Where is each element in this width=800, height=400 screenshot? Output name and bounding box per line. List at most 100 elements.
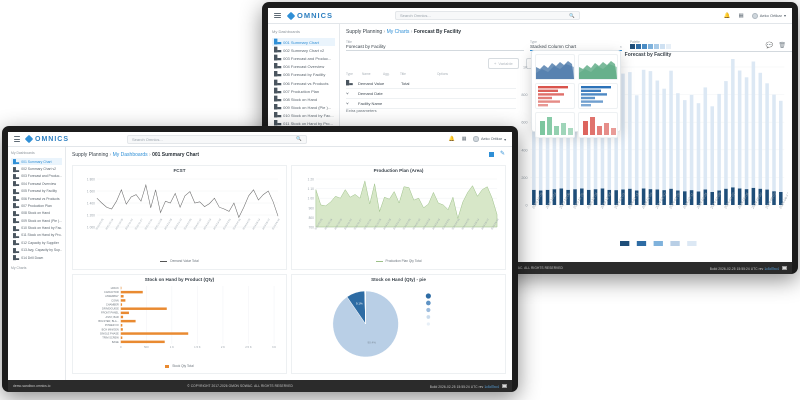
svg-text:1K: 1K (523, 65, 528, 69)
palette-swatch-7[interactable] (666, 44, 671, 49)
palette-swatch-5[interactable] (654, 44, 659, 49)
palette-swatch-6[interactable] (660, 44, 665, 49)
sidebar-item-5[interactable]: █▃ 005 Forecast by Facility (272, 71, 335, 79)
sidebar-item-3[interactable]: █▃ 003 Forecast and Produc... (11, 173, 62, 180)
sidebar-item-11[interactable]: █▃ 011 Stock on Hand by Pro... (11, 232, 62, 239)
footer-build-link[interactable]: 1c5d7bc4 (764, 266, 779, 271)
dashboard-window[interactable]: OMNICS Search Omnics... 🔍 🔔 ▦ Aeko Ortik… (2, 126, 518, 392)
search-icon[interactable]: 🔍 (296, 136, 302, 141)
sidebar-item-6[interactable]: █▃ 006 Forecast vs Products (11, 195, 62, 202)
sidebar-item-9[interactable]: █▃ 009 Stock on Hand (Pie )... (272, 104, 335, 112)
sidebar-item-10[interactable]: █▃ 010 Stock on Hand by Fac... (11, 224, 62, 231)
palette-swatch-1[interactable] (630, 44, 635, 49)
brand[interactable]: OMNICS (24, 134, 69, 144)
footer-build-link[interactable]: 1c5d7bc4 (484, 384, 499, 389)
fullscreen-square-icon[interactable] (488, 152, 494, 157)
variable-row[interactable]: ⑂ Facility Name (346, 99, 516, 109)
pencil-edit-icon[interactable]: ✎ (499, 151, 505, 157)
chevron-down-icon[interactable]: ▾ (504, 137, 506, 142)
delete-icon[interactable]: 🗑 (778, 43, 786, 49)
sidebar-item-3[interactable]: █▃ 003 Forecast and Produc... (272, 54, 335, 62)
add-variable-button[interactable]: + Variable (488, 58, 519, 69)
user-avatar-icon[interactable] (751, 12, 758, 19)
sidebar-item-2[interactable]: █▃ 002 Summary Chart v2 (272, 46, 335, 54)
sidebar-item-11[interactable]: █▃ 011 Stock on Hand by Pro... (272, 120, 335, 128)
column-chart-option[interactable] (535, 112, 575, 138)
sidebar-item-12[interactable]: █▃012 Capacity by Supplier (11, 239, 62, 246)
sidebar-item-label: 010 Stock on Hand by Fac... (283, 113, 334, 119)
apps-grid-icon[interactable]: ▦ (461, 136, 467, 142)
palette-field[interactable]: Palette × (630, 40, 792, 52)
variable-name: Demand Value (358, 80, 385, 86)
breadcrumb-link[interactable]: My Dashboards (112, 152, 148, 158)
user-avatar-icon[interactable] (473, 136, 479, 142)
sidebar-item-1[interactable]: █▃ 001 Summary Chart (11, 158, 62, 166)
chart-title: Stock on Hand (Qty) - pie (371, 277, 426, 282)
clear-x-icon[interactable]: × (619, 44, 622, 49)
sidebar-heading: My Dashboards (11, 151, 35, 155)
palette-swatch-4[interactable] (648, 44, 653, 49)
sidebar-item-4[interactable]: █▃ 004 Forecast Overview (11, 180, 62, 187)
svg-text:2024-06-10: 2024-06-10 (271, 218, 281, 231)
sidebar-item-7[interactable]: █▃ 007 Production Plan (272, 87, 335, 95)
stacked-bar-chart-option[interactable] (578, 83, 618, 109)
hamburger-icon[interactable] (274, 12, 281, 19)
horizontal-bar-chart-option[interactable] (535, 83, 575, 109)
sidebar-item-4[interactable]: █▃ 004 Forecast Overview (272, 63, 335, 71)
title-field[interactable]: Title Forecast by Facility (346, 40, 524, 51)
sidebar-item-5[interactable]: █▃ 005 Forecast by Facility (11, 188, 62, 195)
search-input[interactable]: Search Omnics... 🔍 (127, 134, 307, 144)
extra-parameters-link[interactable]: Extra parameters (346, 108, 377, 113)
bell-icon[interactable]: 🔔 (723, 12, 731, 19)
multi-area-chart-option[interactable] (578, 54, 618, 80)
breadcrumb-separator-2: › (149, 152, 151, 158)
search-placeholder: Search Omnics... (400, 13, 431, 18)
footer-copyright: © COPYRIGHT 2017-2026 OMON SOWAC. ALL RI… (187, 384, 293, 388)
breadcrumb-link[interactable]: My Charts (386, 29, 410, 35)
svg-text:500: 500 (144, 345, 149, 349)
display-icon[interactable] (501, 383, 507, 388)
comment-icon[interactable]: 💬 (765, 43, 774, 49)
sidebar-item-10[interactable]: █▃ 010 Stock on Hand by Fac... (272, 112, 335, 120)
col-header-options: Options (437, 72, 448, 76)
sidebar-item-label: 009 Stock on Hand (Pie )... (21, 218, 62, 223)
app-topbar: OMNICS Search Omnics... 🔍 🔔 ▦ Aeko Ortik… (268, 8, 792, 24)
footer-host[interactable]: demo.sandbox.omnics.io (13, 384, 51, 388)
chart-type-popup[interactable] (531, 50, 621, 138)
sidebar-item-8[interactable]: █▃ 008 Stock on Hand (272, 95, 335, 103)
sidebar-item-14[interactable]: █▃014 Drill Down (11, 254, 62, 261)
sidebar-item-7[interactable]: █▃ 007 Production Plan (11, 202, 62, 209)
svg-text:BOLSTER, BLA...: BOLSTER, BLA... (98, 319, 119, 323)
area-chart-option[interactable] (535, 54, 575, 80)
sidebar-item-1[interactable]: █▃ 001 Summary Chart (272, 38, 335, 47)
hamburger-icon[interactable] (14, 136, 20, 142)
sidebar-item-2[interactable]: █▃ 002 Summary Chart v2 (11, 165, 62, 172)
svg-text:DRIVE/GUIDE: DRIVE/GUIDE (102, 307, 119, 311)
sidebar-item-9[interactable]: █▃ 009 Stock on Hand (Pie )... (11, 217, 62, 224)
display-icon[interactable] (781, 265, 787, 270)
variable-row[interactable]: █▃ Demand Value Total (346, 78, 516, 89)
bell-icon[interactable]: 🔔 (448, 136, 455, 142)
chevron-down-icon[interactable]: ▾ (783, 13, 786, 18)
sidebar-item-label: 001 Summary Chart (283, 39, 319, 45)
palette-swatch-2[interactable] (636, 44, 641, 49)
brand[interactable]: OMNICS (286, 11, 333, 20)
sidebar-item-13[interactable]: █▃013 Avg. Capacity by Sup... (11, 247, 62, 254)
stacked-column-chart-option[interactable] (578, 112, 618, 138)
variable-row[interactable]: ⑂ Demand Date (346, 89, 516, 99)
svg-text:2024-02-05: 2024-02-05 (402, 218, 412, 231)
bar-chart-icon: █▃ (13, 159, 20, 165)
chart-title: FCST (173, 168, 186, 173)
search-input[interactable]: Search Omnics... 🔍 (395, 11, 580, 20)
apps-grid-icon[interactable]: ▦ (738, 12, 744, 19)
breadcrumb-root[interactable]: Supply Planning (346, 29, 383, 35)
breadcrumb-root[interactable]: Supply Planning (72, 152, 109, 158)
palette-swatches[interactable] (630, 44, 792, 49)
sidebar-item-8[interactable]: █▃ 008 Stock on Hand (11, 210, 62, 217)
sidebar-item-6[interactable]: █▃ 006 Forecast vs Products (272, 79, 335, 87)
title-field-value[interactable]: Forecast by Facility (346, 44, 524, 51)
palette-swatch-3[interactable] (642, 44, 647, 49)
svg-text:900: 900 (309, 206, 315, 210)
search-icon[interactable]: 🔍 (569, 12, 575, 18)
